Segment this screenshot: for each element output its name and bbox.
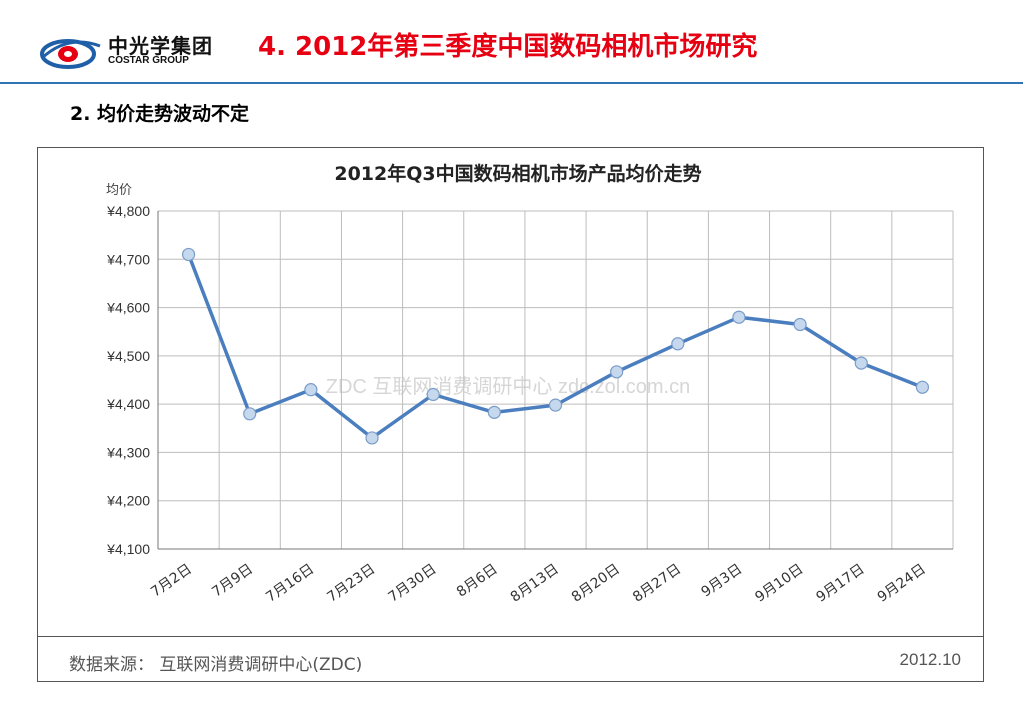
data-point [732,310,746,324]
report-date: 2012.10 [899,650,961,669]
data-point [548,398,563,412]
y-tick-label: ¥4,400 [106,396,150,412]
data-point [793,317,807,332]
y-tick-label: ¥4,600 [106,300,150,316]
data-point [304,383,318,397]
logo-name-cn: 中光学集团 [108,34,213,58]
y-tick-label: ¥4,500 [106,348,150,364]
x-tick-label: 8月6日 [454,561,501,600]
x-tick-label: 9月17日 [814,561,868,606]
x-tick-label: 7月30日 [385,561,439,606]
y-tick-label: ¥4,800 [106,203,150,219]
data-point [365,431,379,445]
x-tick-label: 9月10日 [752,561,806,606]
y-tick-label: ¥4,700 [106,251,150,267]
data-point [243,407,257,421]
costar-logo: 中光学集团 COSTAR GROUP [38,28,228,74]
y-axis-label: 均价 [106,183,132,198]
title-divider [0,82,1023,84]
x-tick-label: 8月27日 [630,561,684,606]
data-point [610,365,624,379]
slide-title: 4. 2012年第三季度中国数码相机市场研究 [258,32,758,62]
y-tick-label: ¥4,200 [106,493,150,509]
data-point [487,405,501,419]
x-tick-label: 8月13日 [508,561,562,606]
x-tick-label: 7月16日 [263,561,317,606]
data-point [426,387,440,402]
x-tick-label: 7月2日 [148,561,195,600]
price-trend-chart: ZDC 互联网消费调研中心 zdc.zol.com.cn 2012年Q3中国数码… [106,162,954,606]
x-tick-label: 9月24日 [875,561,929,606]
logo-emblem-icon [40,39,101,69]
watermark: ZDC 互联网消费调研中心 zdc.zol.com.cn [326,375,690,398]
y-tick-label: ¥4,100 [106,541,150,557]
chart-panel: ZDC 互联网消费调研中心 zdc.zol.com.cn 2012年Q3中国数码… [37,147,984,682]
data-source: 数据来源： 互联网消费调研中心(ZDC) [69,655,363,675]
x-tick-label: 7月23日 [324,561,378,606]
y-tick-label: ¥4,300 [106,444,150,460]
x-tick-label: 7月9日 [209,561,256,600]
data-point [671,337,685,351]
x-tick-label: 9月3日 [699,561,746,600]
logo-name-en: COSTAR GROUP [108,55,189,66]
footer-divider [38,636,983,637]
data-point [854,356,868,370]
x-tick-label: 8月20日 [569,561,623,606]
data-point [915,380,930,394]
section-subtitle: 2. 均价走势波动不定 [70,103,250,125]
data-point [181,247,196,262]
chart-title: 2012年Q3中国数码相机市场产品均价走势 [334,162,701,185]
